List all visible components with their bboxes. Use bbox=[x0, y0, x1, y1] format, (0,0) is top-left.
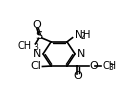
Text: 2: 2 bbox=[81, 32, 86, 41]
Text: 3: 3 bbox=[108, 63, 113, 72]
Text: N: N bbox=[77, 49, 85, 59]
Text: N: N bbox=[33, 49, 41, 59]
Text: 3: 3 bbox=[34, 43, 39, 52]
Text: O: O bbox=[32, 20, 41, 30]
Text: CH: CH bbox=[17, 41, 31, 51]
Text: CH: CH bbox=[102, 61, 116, 71]
Text: S: S bbox=[35, 31, 42, 41]
Text: NH: NH bbox=[75, 30, 91, 40]
Text: Cl: Cl bbox=[31, 61, 41, 72]
Text: O: O bbox=[73, 71, 82, 81]
Text: O: O bbox=[89, 61, 98, 71]
